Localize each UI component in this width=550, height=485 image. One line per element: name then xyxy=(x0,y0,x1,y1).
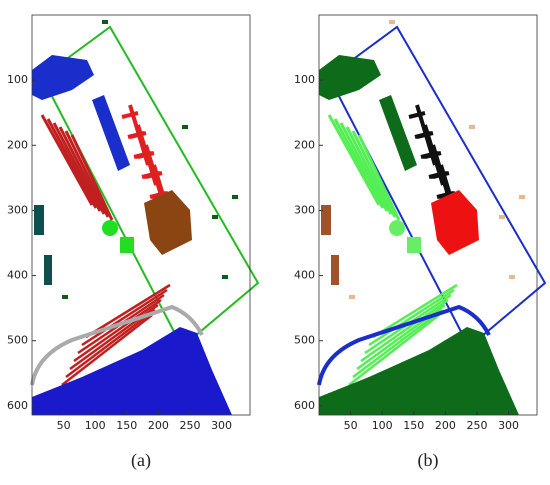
region xyxy=(44,255,52,285)
axes-frame xyxy=(31,14,251,416)
x-tick-label: 150 xyxy=(403,419,424,432)
region xyxy=(372,283,458,339)
region xyxy=(331,255,339,285)
field-outline xyxy=(40,25,260,349)
region xyxy=(182,125,188,129)
region xyxy=(73,298,162,363)
y-tick-label: 500 xyxy=(294,334,315,347)
region xyxy=(232,195,238,199)
region xyxy=(519,195,525,199)
y-tick-label: 300 xyxy=(7,203,28,216)
region xyxy=(469,125,475,129)
panel: 50 100 150 200 250 300 100 200 300 400 500 600 (a) xyxy=(7,14,260,471)
x-tick-label: 50 xyxy=(344,419,358,432)
region xyxy=(319,55,381,100)
x-tick-label: 250 xyxy=(179,419,200,432)
region xyxy=(349,295,355,299)
region xyxy=(81,288,168,347)
region xyxy=(102,220,118,236)
region xyxy=(352,309,443,378)
region xyxy=(339,122,389,212)
region xyxy=(319,327,519,415)
region xyxy=(407,237,421,253)
y-tick-label: 400 xyxy=(7,269,28,282)
region xyxy=(34,205,44,235)
region xyxy=(32,327,232,415)
region xyxy=(389,220,405,236)
y-tick-label: 100 xyxy=(294,73,315,86)
x-tick-label: 250 xyxy=(466,419,487,432)
region xyxy=(321,205,331,235)
y-tick-label: 200 xyxy=(294,138,315,151)
region xyxy=(379,95,417,171)
y-tick-label: 100 xyxy=(7,73,28,86)
y-tick-label: 600 xyxy=(7,399,28,412)
region xyxy=(58,126,106,215)
panel-caption: (a) xyxy=(131,450,151,471)
region xyxy=(357,134,401,221)
field-outline xyxy=(327,25,547,349)
region xyxy=(348,314,440,386)
region xyxy=(144,190,192,255)
panel: 50 100 150 200 250 300 100 200 300 400 500 600 (b) xyxy=(294,14,547,471)
y-tick-label: 500 xyxy=(7,334,28,347)
region xyxy=(62,295,68,299)
y-tick-label: 200 xyxy=(7,138,28,151)
region xyxy=(102,20,108,24)
region xyxy=(351,130,397,218)
region xyxy=(70,134,114,221)
y-tick-label: 300 xyxy=(294,203,315,216)
region xyxy=(360,298,449,363)
region xyxy=(345,126,393,215)
region xyxy=(52,122,102,212)
region xyxy=(317,304,491,386)
x-tick-label: 200 xyxy=(148,419,169,432)
x-tick-label: 300 xyxy=(498,419,519,432)
region xyxy=(389,20,395,24)
region xyxy=(212,215,218,219)
region xyxy=(509,275,515,279)
axes-frame xyxy=(318,14,538,416)
x-tick-label: 100 xyxy=(85,419,106,432)
region xyxy=(431,190,479,255)
region xyxy=(30,304,204,386)
region xyxy=(120,237,134,253)
region xyxy=(64,130,110,218)
region xyxy=(40,114,94,206)
region xyxy=(61,314,153,386)
panel-caption: (b) xyxy=(418,450,439,471)
x-tick-label: 150 xyxy=(116,419,137,432)
region xyxy=(327,114,381,206)
x-tick-label: 100 xyxy=(372,419,393,432)
region xyxy=(32,55,94,100)
region xyxy=(85,283,171,339)
region xyxy=(46,118,98,209)
x-tick-label: 300 xyxy=(211,419,232,432)
x-tick-label: 200 xyxy=(435,419,456,432)
region xyxy=(92,95,130,171)
region xyxy=(222,275,228,279)
y-tick-label: 600 xyxy=(294,399,315,412)
region xyxy=(333,118,385,209)
x-tick-label: 50 xyxy=(57,419,71,432)
region xyxy=(65,309,156,378)
region xyxy=(368,288,455,347)
region xyxy=(499,215,505,219)
y-tick-label: 400 xyxy=(294,269,315,282)
